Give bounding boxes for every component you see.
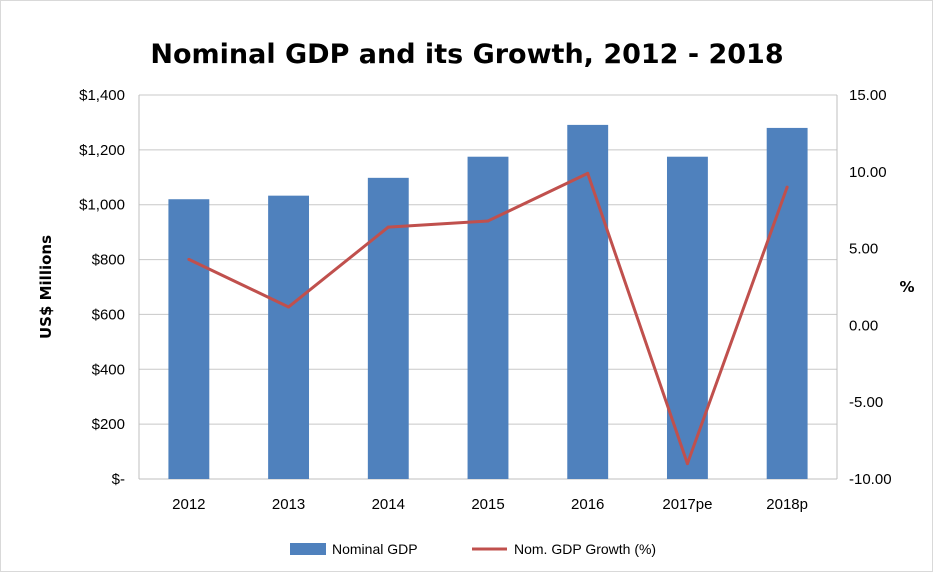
x-tick-label: 2015 bbox=[471, 496, 504, 513]
bar bbox=[367, 177, 409, 479]
line-series bbox=[187, 171, 789, 466]
chart-title: Nominal GDP and its Growth, 2012 - 2018 bbox=[150, 39, 783, 70]
y2-tick-label: -5.00 bbox=[849, 394, 883, 411]
line-point bbox=[187, 257, 191, 261]
line-point bbox=[685, 462, 689, 466]
x-tick-label: 2013 bbox=[272, 496, 305, 513]
legend-swatch-bar bbox=[290, 543, 326, 555]
y-tick-label: $400 bbox=[92, 361, 125, 378]
y2-tick-label: 5.00 bbox=[849, 241, 878, 258]
y-tick-label: $200 bbox=[92, 416, 125, 433]
bar bbox=[666, 156, 708, 479]
y-axis-label: US$ Millions bbox=[37, 235, 55, 339]
y2-tick-label: 0.00 bbox=[849, 317, 878, 334]
x-tick-label: 2017pe bbox=[662, 496, 712, 513]
y2-tick-label: 15.00 bbox=[849, 87, 887, 104]
y-tick-label: $800 bbox=[92, 252, 125, 269]
y-tick-label: $1,200 bbox=[79, 142, 125, 159]
y2-axis-label: % bbox=[899, 278, 914, 296]
y-tick-label: $- bbox=[112, 471, 125, 488]
y2-tick-label: 10.00 bbox=[849, 164, 887, 181]
legend: Nominal GDP Nom. GDP Growth (%) bbox=[290, 541, 656, 557]
right-axis-ticks: -10.00 -5.00 0.00 5.00 10.00 15.00 bbox=[849, 87, 892, 488]
x-tick-label: 2014 bbox=[372, 496, 405, 513]
line-point bbox=[785, 185, 789, 189]
line-point bbox=[486, 219, 490, 223]
bar bbox=[168, 199, 210, 479]
left-axis-ticks: $- $200 $400 $600 $800 $1,000 $1,200 $1,400 bbox=[79, 87, 125, 488]
line-point bbox=[287, 305, 291, 309]
x-tick-label: 2012 bbox=[172, 496, 205, 513]
bar bbox=[268, 195, 310, 480]
y-tick-label: $1,400 bbox=[79, 87, 125, 104]
y-tick-label: $1,000 bbox=[79, 197, 125, 214]
x-tick-label: 2016 bbox=[571, 496, 604, 513]
legend-label-bar: Nominal GDP bbox=[332, 541, 418, 557]
bar bbox=[567, 124, 609, 479]
bar-series bbox=[168, 124, 808, 480]
bar bbox=[766, 127, 808, 480]
line-point bbox=[586, 171, 590, 175]
y2-tick-label: -10.00 bbox=[849, 471, 892, 488]
bar bbox=[467, 156, 509, 479]
category-axis-ticks: 2012 2013 2014 2015 2016 2017pe 2018p bbox=[172, 496, 808, 513]
y-tick-label: $600 bbox=[92, 306, 125, 323]
line-point bbox=[386, 225, 390, 229]
legend-label-line: Nom. GDP Growth (%) bbox=[514, 541, 656, 557]
x-tick-label: 2018p bbox=[766, 496, 808, 513]
